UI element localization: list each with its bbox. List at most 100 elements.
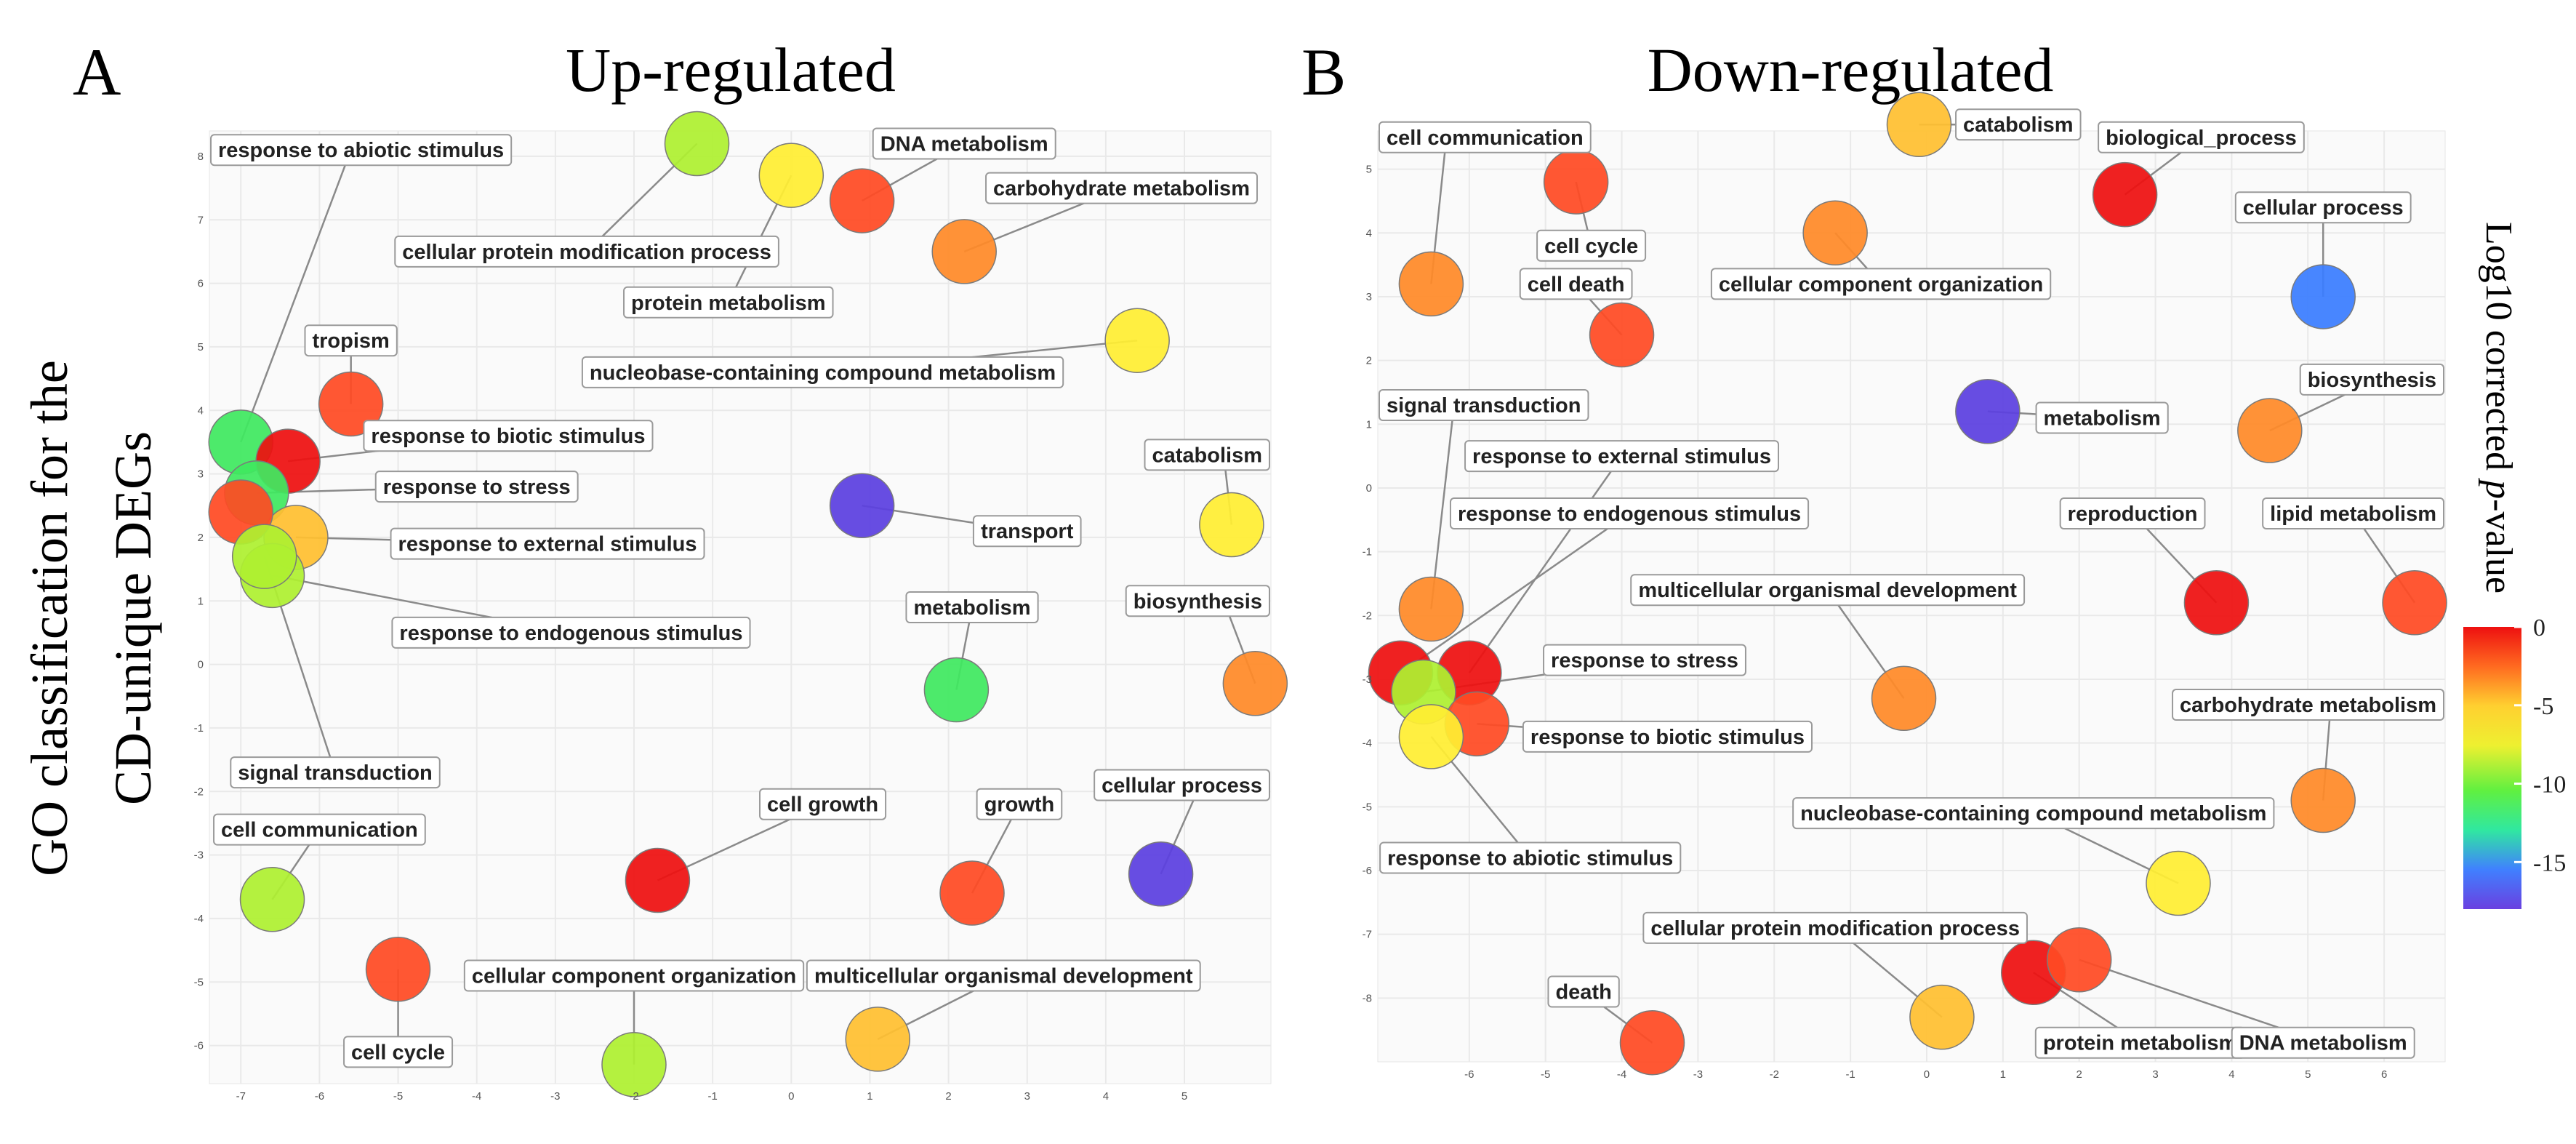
- panel-b-label-9: biosynthesis: [2299, 363, 2444, 396]
- panel-b-label-2: cell death: [1519, 268, 1633, 300]
- panel-b-y-tick-11: -6: [1363, 865, 1372, 877]
- panel-a-x-tick-8: 1: [867, 1090, 872, 1103]
- panel-b-label-5: biological_process: [2098, 121, 2305, 153]
- colorbar-ticks: 0 -5 -10 -15: [2514, 615, 2566, 876]
- panel-a-bubble-21: [365, 937, 431, 1002]
- panel-b-label-6: cellular process: [2234, 191, 2412, 224]
- panel-a-label-18: growth: [976, 788, 1063, 820]
- panel-b-x-tick-3: -3: [1693, 1068, 1703, 1081]
- panel-a-label-text-0: response to abiotic stimulus: [218, 139, 504, 162]
- panel-a-bubble-18: [939, 860, 1005, 926]
- panel-b-label-text-18: carbohydrate metabolism: [2180, 694, 2436, 717]
- panel-b-y-tick-13: -8: [1363, 992, 1372, 1004]
- panel-a-label-text-20: cell communication: [221, 819, 418, 842]
- panel-b-labels: cell communication cell cycle cell death ca…: [1379, 108, 2444, 1059]
- panel-a-y-tick-9: -1: [194, 722, 204, 735]
- panel-b-bubble-5: [2092, 161, 2158, 228]
- panel-a-label-6: tropism: [304, 324, 398, 357]
- panel-b-x-tick-4: -2: [1770, 1068, 1779, 1081]
- colorbar-title-pre: Log10 corrected: [2478, 222, 2519, 480]
- panel-b-bubbles: [1368, 92, 2447, 1076]
- panel-a-bubble-1: [664, 111, 730, 177]
- panel-b-label-10: response to external stimulus: [1464, 440, 1780, 473]
- panel-b-x-tick-7: 1: [2000, 1068, 2006, 1081]
- panel-a-label-text-13: transport: [981, 520, 1074, 543]
- panel-b-y-tick-9: -4: [1363, 737, 1372, 750]
- panel-a-label-text-14: catabolism: [1152, 444, 1263, 467]
- panel-a-plot: response to abiotic stimulus cellular pro…: [194, 111, 1288, 1103]
- panel-b-bubble-21: [1619, 1009, 1685, 1076]
- panel-b-x-tick-8: 2: [2077, 1068, 2082, 1081]
- panel-b-label-box-5: [2098, 121, 2305, 153]
- panel-b-y-tick-5: 0: [1366, 482, 1372, 495]
- panel-b-y-tick-12: -7: [1363, 929, 1372, 941]
- panel-a-label-12: signal transduction: [230, 756, 441, 789]
- panel-b-bubble-7: [1398, 576, 1464, 642]
- panel-a-label-1: cellular protein modification process: [394, 235, 779, 268]
- panel-b-bubble-23: [2046, 927, 2112, 993]
- panel-b-label-14: multicellular organismal development: [1630, 574, 2026, 607]
- panel-b-y-tick-4: 1: [1366, 418, 1372, 431]
- panel-a-y-tick-14: -6: [194, 1040, 204, 1052]
- panel-a-bubbles: [208, 111, 1288, 1097]
- panel-a-label-text-16: biosynthesis: [1133, 590, 1262, 613]
- panel-b-bubble-12: [2183, 570, 2250, 636]
- panel-a-y-tick-1: 7: [198, 214, 204, 226]
- panel-b-label-text-19: nucleobase-containing compound metabolis…: [1800, 802, 2266, 825]
- panel-b-label-box-7: [1379, 388, 1589, 421]
- panel-a-y-tick-12: -4: [194, 913, 204, 925]
- panel-b-y-tick-3: 2: [1366, 355, 1372, 367]
- panel-b-bubble-1: [1543, 149, 1609, 215]
- colorbar-title-text: Log10 corrected p-value: [2478, 222, 2519, 593]
- panel-b-label-text-12: reproduction: [2068, 503, 2198, 526]
- panel-a-label-box-9: [390, 527, 705, 560]
- panel-b-label-box-18: [2172, 689, 2444, 721]
- panel-a-label-box-15: [905, 591, 1039, 623]
- panel-b-label-18: carbohydrate metabolism: [2172, 689, 2444, 721]
- panel-a-y-tick-0: 8: [198, 151, 204, 163]
- panel-a-label-text-5: nucleobase-containing compound metabolis…: [590, 361, 1056, 385]
- panel-a-label-box-5: [581, 356, 1064, 388]
- panel-a-label-text-21: cell cycle: [351, 1041, 445, 1064]
- panel-b-plot: cell communication cell cycle cell death ca…: [1363, 92, 2447, 1081]
- panel-title-down: Down-regulated: [1648, 35, 2054, 105]
- panel-b-label-20: cellular protein modification process: [1642, 911, 2028, 944]
- panel-a-label-16: biosynthesis: [1125, 585, 1270, 617]
- panel-b-label-0: cell communication: [1379, 121, 1592, 153]
- panel-a-label-text-23: multicellular organismal development: [814, 965, 1193, 988]
- panel-b-bubble-17: [1398, 704, 1464, 769]
- panel-b-label-7: signal transduction: [1379, 388, 1589, 421]
- panel-b-label-15: response to stress: [1543, 644, 1746, 676]
- panel-letter-a: A: [73, 35, 121, 109]
- panel-a-label-box-19: [1094, 769, 1270, 801]
- panel-b-label-box-14: [1630, 574, 2026, 607]
- panel-a-x-tick-2: -5: [393, 1090, 403, 1103]
- panel-a-label-text-15: metabolism: [913, 596, 1030, 620]
- panel-a-label-text-17: cell growth: [767, 793, 878, 817]
- y-axis-title-line1: GO classification for the: [20, 360, 79, 876]
- panel-b-label-19: nucleobase-containing compound metabolis…: [1792, 797, 2275, 830]
- panel-b-label-text-2: cell death: [1528, 273, 1625, 296]
- panel-b-y-tick-8: -3: [1363, 673, 1372, 686]
- panel-a-x-tick-4: -3: [550, 1090, 560, 1103]
- panel-b-label-text-7: signal transduction: [1387, 394, 1581, 417]
- panel-b-label-8: metabolism: [2035, 401, 2169, 434]
- panel-b-label-box-21: [1547, 975, 1620, 1008]
- panel-a-y-tick-11: -3: [194, 849, 204, 862]
- panel-b-bubble-3: [1886, 92, 1952, 157]
- panel-a-y-tick-8: 0: [198, 659, 204, 671]
- colorbar-tick-label-3: -15: [2533, 849, 2566, 876]
- panel-a-label-box-17: [759, 788, 887, 820]
- panel-b-label-text-21: death: [1555, 981, 1611, 1004]
- panel-b-label-text-3: catabolism: [1963, 113, 2074, 137]
- panel-a-label-text-22: cellular component organization: [472, 965, 796, 988]
- panel-b-label-12: reproduction: [2059, 497, 2206, 530]
- panel-a-label-23: multicellular organismal development: [806, 959, 1201, 992]
- panel-b-label-11: response to endogenous stimulus: [1449, 497, 1810, 530]
- panel-b-y-tick-10: -5: [1363, 801, 1372, 813]
- panel-b-label-4: cellular component organization: [1710, 268, 2052, 300]
- panel-a-y-tick-7: 1: [198, 595, 204, 607]
- panel-a-label-box-1: [394, 235, 779, 268]
- panel-a-bubble-22: [601, 1032, 667, 1097]
- panel-b-label-text-1: cell cycle: [1544, 235, 1638, 258]
